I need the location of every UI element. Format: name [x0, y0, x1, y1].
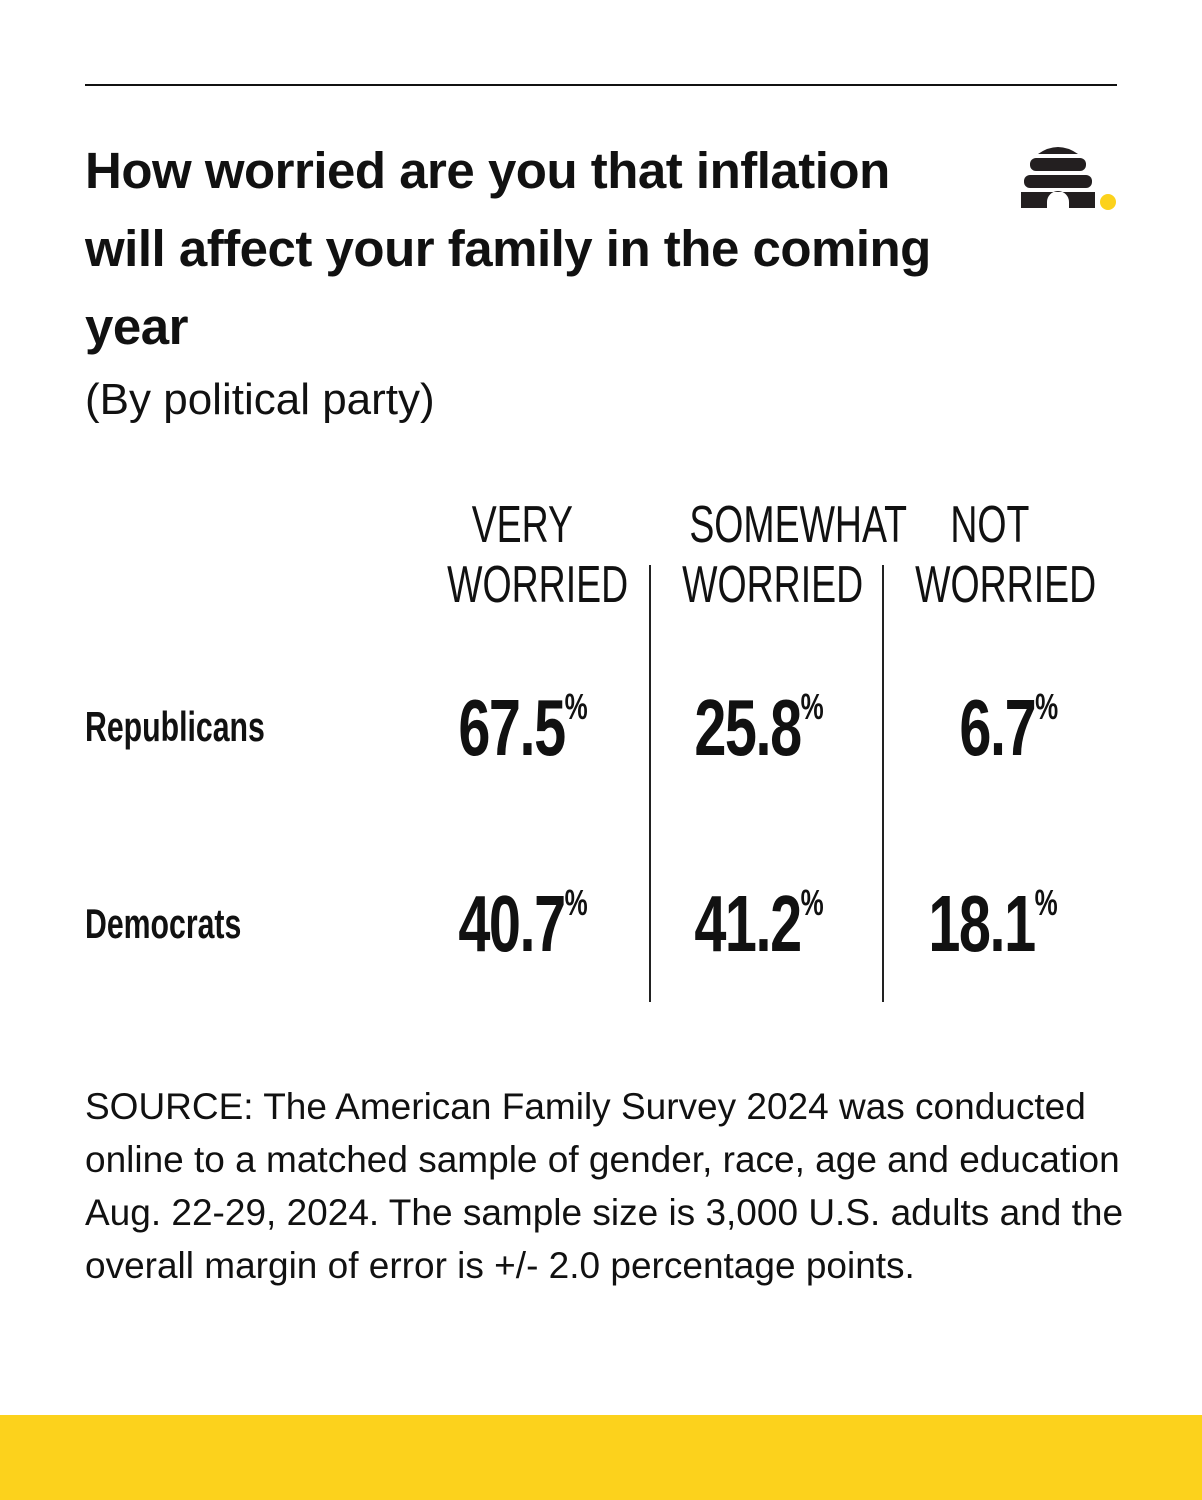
column-header-not-worried: NOT WORRIED: [915, 496, 1097, 614]
footer-accent-band: [0, 1415, 1202, 1500]
value-democrats-very: 40.7%: [458, 879, 588, 968]
column-header-somewhat-worried: SOMEWHAT WORRIED: [682, 496, 908, 614]
chart-subtitle: (By political party): [85, 375, 435, 424]
column-divider: [882, 565, 884, 1002]
value-republicans-very: 67.5%: [458, 683, 588, 772]
row-label-republicans: Republicans: [85, 703, 265, 750]
value-republicans-somewhat: 25.8%: [694, 683, 824, 772]
value-democrats-not: 18.1%: [928, 879, 1058, 968]
value-republicans-not: 6.7%: [959, 683, 1058, 772]
column-divider: [649, 565, 651, 1002]
column-header-very-worried: VERY WORRIED: [447, 496, 629, 614]
beehive-icon: [1021, 147, 1116, 210]
row-label-democrats: Democrats: [85, 900, 242, 947]
source-note: SOURCE: The American Family Survey 2024 …: [85, 1086, 1124, 1286]
value-democrats-somewhat: 41.2%: [694, 879, 824, 968]
chart-title: How worried are you that inflation will …: [85, 142, 931, 355]
top-rule: [85, 84, 1117, 86]
